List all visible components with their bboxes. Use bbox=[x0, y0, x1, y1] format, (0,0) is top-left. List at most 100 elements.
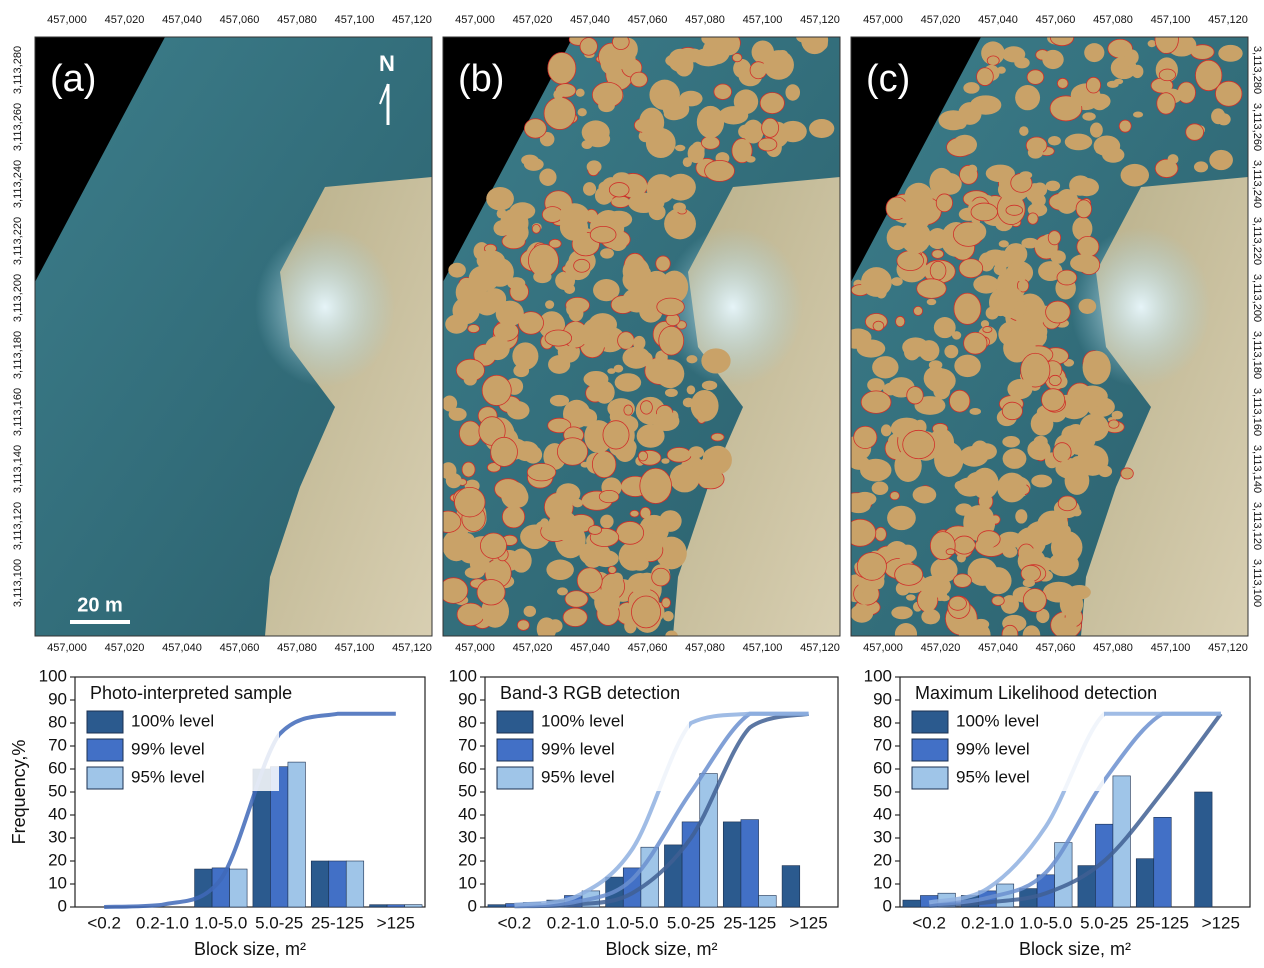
block bbox=[927, 299, 937, 305]
block bbox=[949, 390, 969, 412]
block bbox=[890, 492, 899, 500]
y-tick-label: 100 bbox=[39, 666, 67, 685]
block bbox=[1074, 389, 1089, 400]
block bbox=[659, 326, 684, 355]
block bbox=[553, 90, 563, 100]
block bbox=[600, 248, 614, 258]
block bbox=[435, 511, 461, 533]
block bbox=[496, 301, 524, 327]
block bbox=[934, 317, 956, 338]
x-tick-label: >125 bbox=[789, 913, 827, 932]
bar bbox=[782, 866, 800, 907]
block bbox=[546, 560, 573, 580]
north-arrow-label: N bbox=[379, 51, 395, 76]
block bbox=[954, 117, 967, 129]
block bbox=[1061, 426, 1080, 445]
block bbox=[548, 510, 577, 540]
block bbox=[920, 575, 951, 597]
bar bbox=[488, 905, 506, 907]
block bbox=[1121, 164, 1149, 187]
block bbox=[1211, 108, 1225, 124]
block bbox=[861, 391, 891, 413]
block bbox=[944, 345, 958, 358]
x-tick-label: 457,040 bbox=[978, 14, 1018, 26]
block bbox=[586, 336, 605, 349]
bar bbox=[230, 869, 248, 907]
block bbox=[649, 522, 658, 531]
chart-title: Photo-interpreted sample bbox=[90, 683, 292, 703]
y-tick-label: 50 bbox=[458, 781, 477, 800]
chart-title: Maximum Likelihood detection bbox=[915, 683, 1157, 703]
block bbox=[711, 433, 724, 441]
legend-label: 100% level bbox=[541, 711, 624, 730]
y-tick-label: 70 bbox=[873, 735, 892, 754]
bar bbox=[723, 822, 741, 907]
block bbox=[957, 553, 966, 562]
block bbox=[590, 226, 616, 243]
block bbox=[847, 498, 871, 513]
block bbox=[616, 49, 636, 70]
block bbox=[914, 306, 923, 315]
block bbox=[857, 552, 886, 580]
legend-label: 95% level bbox=[541, 767, 615, 786]
block bbox=[1011, 268, 1029, 281]
x-tick-label: 457,000 bbox=[47, 14, 87, 26]
bar bbox=[759, 896, 777, 908]
block bbox=[480, 533, 506, 559]
block bbox=[1049, 375, 1061, 385]
block bbox=[612, 573, 623, 586]
x-tick-label: 457,060 bbox=[628, 642, 668, 654]
block bbox=[599, 490, 619, 502]
block bbox=[702, 381, 717, 390]
block bbox=[1186, 124, 1204, 140]
block bbox=[1028, 146, 1043, 158]
x-tick-label: 5.0-25 bbox=[255, 913, 303, 932]
bar bbox=[1136, 859, 1154, 907]
block bbox=[511, 549, 532, 573]
block bbox=[1002, 436, 1020, 447]
block bbox=[867, 378, 884, 392]
x-tick-label: 457,020 bbox=[513, 14, 553, 26]
block bbox=[743, 120, 764, 144]
block bbox=[566, 302, 579, 316]
map-panel bbox=[435, 24, 840, 642]
block bbox=[987, 56, 999, 66]
block bbox=[921, 609, 940, 624]
block bbox=[1046, 181, 1061, 192]
bar bbox=[741, 820, 759, 907]
scale-bar-label: 20 m bbox=[77, 594, 123, 616]
x-tick-label: 457,060 bbox=[1036, 642, 1076, 654]
block bbox=[919, 340, 940, 361]
y-tick-label: 3,113,100 bbox=[1251, 559, 1263, 607]
block bbox=[983, 326, 992, 332]
block bbox=[667, 447, 691, 462]
x-tick-label: 457,020 bbox=[105, 642, 145, 654]
y-tick-label: 3,113,140 bbox=[12, 445, 24, 493]
block bbox=[540, 518, 549, 528]
y-tick-label: 70 bbox=[458, 735, 477, 754]
block bbox=[548, 619, 563, 632]
block bbox=[545, 330, 572, 346]
block bbox=[1133, 112, 1143, 118]
x-tick-label: 457,000 bbox=[455, 642, 495, 654]
block bbox=[656, 256, 671, 271]
y-tick-label: 60 bbox=[873, 758, 892, 777]
block bbox=[524, 446, 542, 464]
block bbox=[576, 89, 585, 97]
x-tick-label: 5.0-25 bbox=[1080, 913, 1128, 932]
block bbox=[992, 596, 1004, 606]
x-tick-label: 457,080 bbox=[277, 14, 317, 26]
block bbox=[1054, 618, 1076, 638]
y-tick-label: 3,113,280 bbox=[1251, 46, 1263, 94]
block bbox=[1090, 123, 1103, 138]
block bbox=[1115, 63, 1129, 73]
legend-swatch bbox=[497, 711, 533, 733]
block bbox=[703, 447, 731, 467]
legend-swatch bbox=[87, 711, 123, 733]
y-tick-label: 40 bbox=[873, 804, 892, 823]
y-tick-label: 0 bbox=[883, 896, 892, 915]
block bbox=[1023, 589, 1046, 612]
bar bbox=[903, 900, 921, 907]
block bbox=[898, 545, 917, 563]
x-tick-label: 457,120 bbox=[392, 14, 432, 26]
